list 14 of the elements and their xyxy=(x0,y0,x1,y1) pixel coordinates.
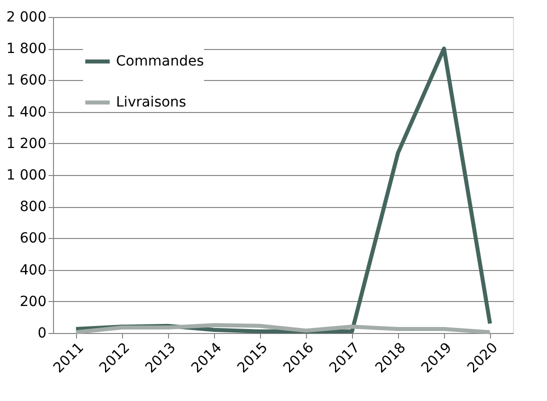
y-tick-label: 1 800 xyxy=(6,41,46,58)
y-tick-label: 1 200 xyxy=(6,136,46,152)
line-series xyxy=(74,323,492,334)
y-tick-label: 1 400 xyxy=(6,104,46,120)
y-tick-label: 2 000 xyxy=(6,10,46,26)
y-tick-label: 0 xyxy=(38,326,46,342)
y-tick-label: 200 xyxy=(20,294,46,310)
y-tick-label: 400 xyxy=(20,262,46,278)
y-tick-label: 800 xyxy=(20,199,46,216)
y-tick-label: 1 000 xyxy=(6,168,46,184)
legend-label: Commandes xyxy=(116,54,204,70)
legend-label: Livraisons xyxy=(116,94,186,110)
y-tick-label: 1 600 xyxy=(6,72,46,89)
y-tick-label: 600 xyxy=(20,230,46,247)
